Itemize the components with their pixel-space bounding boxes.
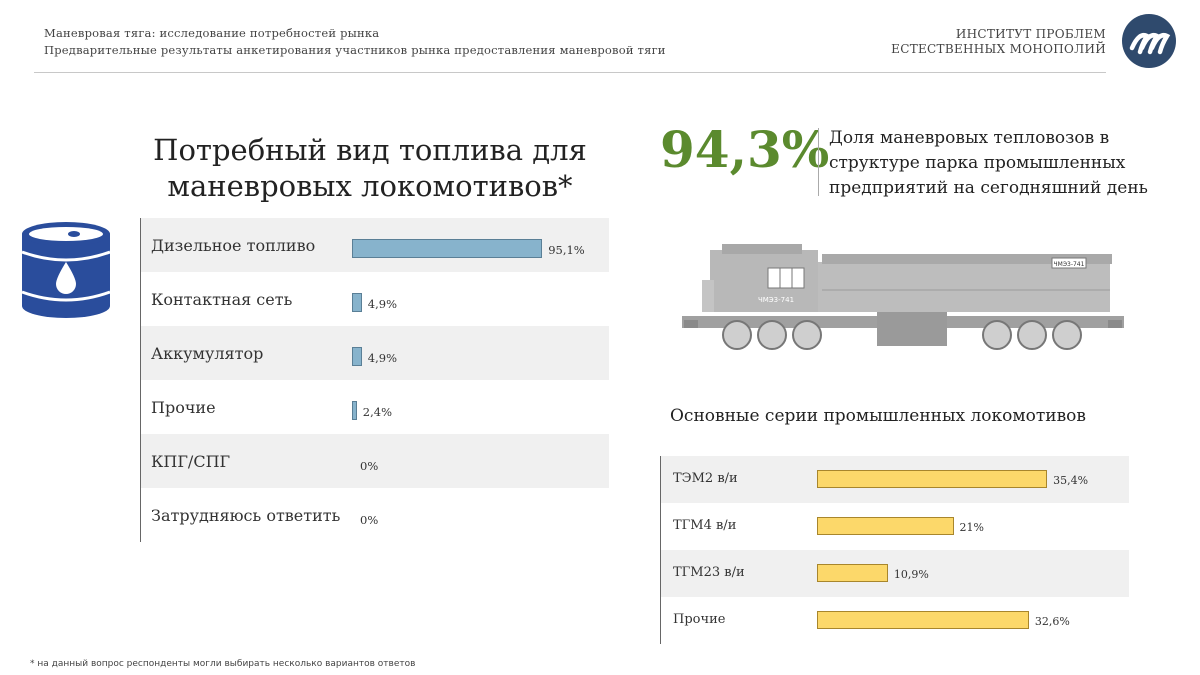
report-subtitle: Предварительные результаты анкетирования… (44, 43, 666, 57)
fuel-bar (352, 347, 362, 366)
fuel-category-label: Контактная сеть (151, 290, 293, 309)
report-title: Маневровая тяга: исследование потребност… (44, 26, 380, 40)
fuel-chart-title: Потребный вид топлива для маневровых лок… (153, 133, 587, 203)
institute-name-line1: ИНСТИТУТ ПРОБЛЕМ (955, 27, 1106, 41)
fuel-value-label: 4,9% (367, 297, 398, 311)
fuel-category-label: Аккумулятор (151, 344, 264, 363)
locomotive-series-category-label: ТГМ23 в/и (673, 565, 745, 580)
ipem-logo-icon (1122, 14, 1176, 68)
fuel-row: Затрудняюсь ответить 0% (141, 488, 609, 542)
fuel-category-label: Прочие (151, 398, 216, 417)
locomotive-chart: ТЭМ2 в/и 35,4% ТГМ4 в/и 21% ТГМ23 в/и 10,9% Пр… (660, 456, 1129, 644)
footnote: * на данный вопрос респонденты могли выб… (30, 659, 416, 669)
locomotive-number: ЧМЭ3-741 (758, 296, 794, 304)
fuel-value-label: 4,9% (367, 351, 398, 365)
locomotive-chart-title: Основные серии промышленных локомотивов (670, 406, 1086, 426)
locomotive-series-bar (817, 470, 1048, 488)
institute-name-line2: ЕСТЕСТВЕННЫХ МОНОПОЛИЙ (891, 42, 1106, 56)
fuel-row: Прочие 2,4% (141, 380, 609, 434)
fuel-row: Контактная сеть 4,9% (141, 272, 609, 326)
fuel-value-label: 0% (360, 513, 379, 527)
locomotive-series-category-label: Прочие (673, 612, 726, 627)
fuel-bar (352, 239, 543, 258)
locomotive-series-bar (817, 564, 888, 582)
fuel-chart: Дизельное топливо 95,1% Контактная сеть 4,9… (140, 218, 609, 542)
locomotive-series-category-label: ТЭМ2 в/и (673, 471, 738, 486)
locomotive-series-row: Прочие 32,6% (661, 597, 1129, 644)
fuel-value-label: 2,4% (362, 405, 393, 419)
locomotive-series-value-label: 32,6% (1034, 615, 1070, 628)
fuel-category-label: Затрудняюсь ответить (151, 506, 341, 525)
locomotive-series-bar (817, 517, 954, 535)
diesel-share-description: Доля маневровых тепловозов в структуре п… (829, 128, 1148, 198)
locomotive-series-row: ТГМ23 в/и 10,9% (661, 550, 1129, 597)
header-divider (34, 72, 1106, 73)
diesel-share-stat: 94,3% (660, 120, 830, 179)
locomotive-series-value-label: 21% (959, 521, 984, 534)
fuel-row: Аккумулятор 4,9% (141, 326, 609, 380)
fuel-category-label: Дизельное топливо (151, 236, 316, 255)
locomotive-series-bar (817, 611, 1029, 629)
locomotive-nameplate-right: ЧМЭ3-741 (1054, 261, 1085, 268)
locomotive-illustration: ЧМЭ3-741 ЧМЭ3-741 (682, 240, 1124, 352)
institute-name: ИНСТИТУТ ПРОБЛЕМ ЕСТЕСТВЕННЫХ МОНОПОЛИЙ (891, 27, 1106, 57)
fuel-bar (352, 293, 362, 312)
oil-barrel-icon (20, 220, 112, 320)
fuel-row: Дизельное топливо 95,1% (141, 218, 609, 272)
locomotive-series-row: ТЭМ2 в/и 35,4% (661, 456, 1129, 503)
fuel-value-label: 95,1% (548, 243, 585, 257)
locomotive-series-value-label: 35,4% (1053, 474, 1089, 487)
fuel-row: КПГ/СПГ 0% (141, 434, 609, 488)
locomotive-series-category-label: ТГМ4 в/и (673, 518, 737, 533)
locomotive-series-row: ТГМ4 в/и 21% (661, 503, 1129, 550)
fuel-value-label: 0% (360, 459, 379, 473)
fuel-category-label: КПГ/СПГ (151, 452, 231, 471)
locomotive-series-value-label: 10,9% (893, 568, 929, 581)
stat-divider (818, 128, 819, 196)
fuel-bar (352, 401, 357, 420)
